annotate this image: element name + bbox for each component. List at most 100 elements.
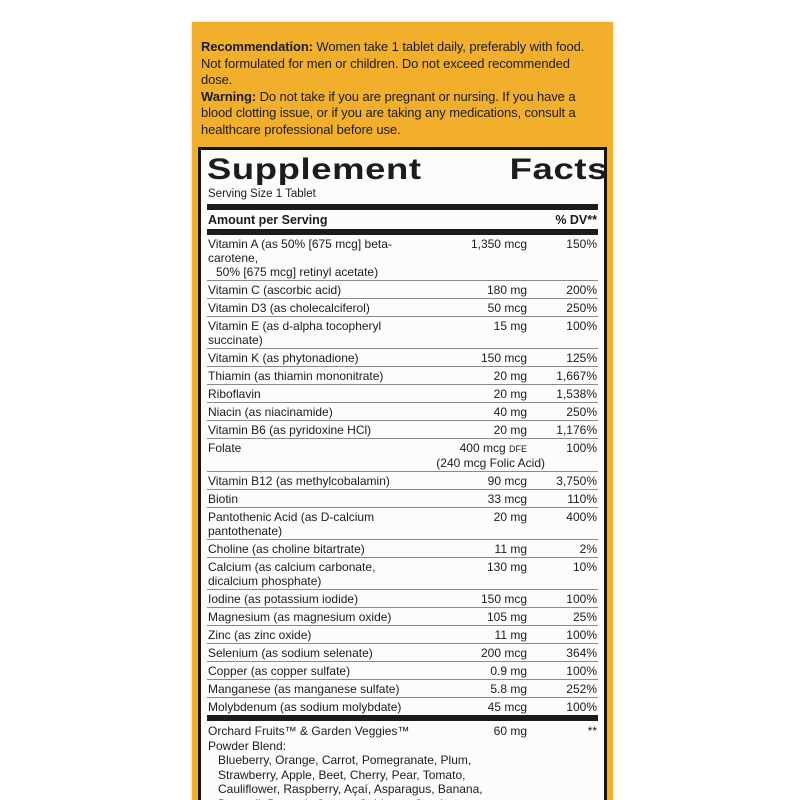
blend-amount: 60 mg — [493, 724, 527, 738]
nutrient-name: Iodine (as potassium iodide) — [208, 592, 415, 606]
nutrient-row: Pantothenic Acid (as D-calcium pantothen… — [207, 507, 598, 539]
nutrient-dv: 10% — [572, 560, 597, 574]
nutrient-amount-line: 50 mcg — [487, 301, 527, 315]
nutrient-name-line: Selenium (as sodium selenate) — [208, 646, 373, 660]
nutrient-name-line: Vitamin D3 (as cholecalciferol) — [208, 301, 370, 315]
nutrient-amount: 50 mcg — [415, 301, 527, 315]
recommendation-text: Recommendation: Women take 1 tablet dail… — [201, 39, 585, 87]
nutrient-name-line: Vitamin B12 (as methylcobalamin) — [208, 474, 390, 488]
nutrient-dv: 100% — [566, 319, 597, 333]
nutrient-name-line: Manganese (as manganese sulfate) — [208, 682, 400, 696]
nutrient-dv: 1,176% — [556, 423, 597, 437]
nutrient-name: Niacin (as niacinamide) — [208, 405, 415, 419]
nutrient-amount-line: 20 mg — [493, 387, 527, 401]
nutrient-name-line: Molybdenum (as sodium molybdate) — [208, 700, 402, 714]
nutrient-name-line: Magnesium (as magnesium oxide) — [208, 610, 392, 624]
usage-text-block: Recommendation: Women take 1 tablet dail… — [192, 37, 613, 147]
nutrient-dv: 100% — [566, 700, 597, 714]
nutrient-row: Choline (as choline bitartrate) 11 mg 2% — [207, 539, 598, 557]
nutrient-name-line: Riboflavin — [208, 387, 261, 401]
nutrient-row: Vitamin D3 (as cholecalciferol) 50 mcg 250… — [207, 298, 598, 316]
nutrient-amount: 1,350 mcg — [415, 237, 527, 251]
nutrient-amount: 105 mg — [415, 610, 527, 624]
nutrient-name: Manganese (as manganese sulfate) — [208, 682, 415, 696]
nutrient-amount: 11 mg — [415, 628, 527, 642]
warning-label: Warning: — [201, 88, 260, 104]
nutrient-name: Vitamin K (as phytonadione) — [208, 351, 415, 365]
nutrient-name-line: Folate — [208, 441, 242, 455]
thick-divider — [207, 715, 598, 721]
nutrient-name-line: Pantothenic Acid (as D-calcium pantothen… — [208, 510, 375, 538]
amount-per-serving-header: Amount per Serving — [208, 213, 328, 227]
nutrient-amount-line: 20 mg — [493, 423, 527, 437]
panel-title-word1: Supplement — [207, 153, 422, 186]
nutrient-amount-line: 20 mg — [493, 369, 527, 383]
nutrient-name: Molybdenum (as sodium molybdate) — [208, 700, 415, 714]
nutrient-dv: 1,538% — [556, 387, 597, 401]
nutrient-name: Riboflavin — [208, 387, 415, 401]
blend-dv-marker: ** — [587, 724, 597, 738]
nutrient-dv: 400% — [566, 510, 597, 524]
nutrient-dv: 364% — [566, 646, 597, 660]
nutrient-name-line: Vitamin E (as d-alpha tocopheryl succina… — [208, 319, 382, 347]
nutrient-amount-line: 150 mcg — [480, 592, 527, 606]
nutrient-amount-line: 400 mcg DFE — [459, 441, 527, 455]
nutrient-dv: 100% — [566, 592, 597, 606]
nutrient-amount-line: 11 mg — [494, 628, 527, 642]
nutrient-name: Magnesium (as magnesium oxide) — [208, 610, 415, 624]
nutrient-name-line2: 50% [675 mcg] retinyl acetate) — [216, 265, 379, 279]
nutrient-name-line: Vitamin K (as phytonadione) — [208, 351, 359, 365]
nutrient-name-line: Vitamin C (ascorbic acid) — [208, 283, 342, 297]
nutrient-amount: 45 mcg — [415, 700, 527, 714]
nutrient-dv: 25% — [572, 610, 597, 624]
nutrient-amount-line: 105 mg — [486, 610, 527, 624]
nutrient-name-line: Thiamin (as thiamin mononitrate) — [208, 369, 384, 383]
blend-first-line: Orchard Fruits™ & Garden Veggies™ Powder… — [208, 724, 597, 753]
nutrient-amount-line: 33 mcg — [487, 492, 527, 506]
nutrient-name-line: Niacin (as niacinamide) — [208, 405, 333, 419]
nutrient-amount-line: 45 mcg — [487, 700, 527, 714]
nutrient-row: Vitamin A (as 50% [675 mcg] beta-caroten… — [207, 235, 598, 280]
nutrient-name: Biotin — [208, 492, 415, 506]
nutrient-name: Vitamin C (ascorbic acid) — [208, 283, 415, 297]
nutrient-amount: 90 mcg — [415, 474, 527, 488]
nutrient-name-line: Biotin — [208, 492, 239, 506]
nutrient-amount-line: 11 mg — [494, 542, 527, 556]
nutrient-row: Vitamin E (as d-alpha tocopheryl succina… — [207, 316, 598, 348]
nutrient-amount: 40 mg — [415, 405, 527, 419]
nutrient-amount-line: 1,350 mcg — [470, 237, 527, 251]
blend-ingredients-line: Strawberry, Apple, Beet, Cherry, Pear, T… — [218, 767, 466, 782]
serving-size: Serving Size 1 Tablet — [208, 188, 316, 200]
nutrient-amount: 400 mcg DFE (240 mcg Folic Acid) — [415, 441, 545, 470]
nutrient-amount: 20 mg — [415, 369, 527, 383]
nutrient-amount: 200 mcg — [415, 646, 527, 660]
recommendation-label: Recommendation: — [201, 39, 317, 54]
nutrient-dv: 150% — [566, 237, 597, 251]
nutrient-name: Vitamin D3 (as cholecalciferol) — [208, 301, 415, 315]
blend-ingredients-line: Cauliflower, Raspberry, Açaí, Asparagus,… — [218, 782, 483, 797]
thick-divider — [207, 229, 598, 235]
nutrient-amount-unit: DFE — [509, 444, 527, 454]
nutrient-dv: 3,750% — [556, 474, 597, 488]
nutrient-row: Vitamin B6 (as pyridoxine HCl) 20 mg 1,176… — [207, 420, 598, 438]
nutrient-amount-line: 20 mg — [493, 510, 527, 524]
nutrient-name: Zinc (as zinc oxide) — [208, 628, 415, 642]
nutrient-amount: 20 mg — [415, 510, 527, 524]
supplement-label: Recommendation: Women take 1 tablet dail… — [192, 22, 613, 800]
nutrient-name-line: Vitamin A (as 50% [675 mcg] beta-caroten… — [208, 237, 392, 265]
nutrient-row: Manganese (as manganese sulfate) 5.8 mg 25… — [207, 679, 598, 697]
nutrient-name: Choline (as choline bitartrate) — [208, 542, 415, 556]
table-header-row: Amount per Serving % DV** — [207, 210, 598, 229]
nutrient-amount-line: 0.9 mg — [490, 664, 527, 678]
nutrient-name: Selenium (as sodium selenate) — [208, 646, 415, 660]
nutrient-row: Niacin (as niacinamide) 40 mg 250% — [207, 402, 598, 420]
nutrient-dv: 2% — [579, 542, 597, 556]
nutrient-amount: 20 mg — [415, 423, 527, 437]
blend-title: Orchard Fruits™ & Garden Veggies™ Powder… — [208, 724, 410, 753]
nutrient-name: Vitamin B12 (as methylcobalamin) — [208, 474, 415, 488]
nutrient-amount-line: 40 mg — [493, 405, 527, 419]
nutrient-table: Vitamin A (as 50% [675 mcg] beta-caroten… — [207, 235, 598, 715]
blend-ingredients-line: Blueberry, Orange, Carrot, Pomegranate, … — [218, 753, 472, 768]
nutrient-amount-line: 15 mg — [493, 319, 527, 333]
panel-title: Supplement Facts — [207, 153, 608, 186]
